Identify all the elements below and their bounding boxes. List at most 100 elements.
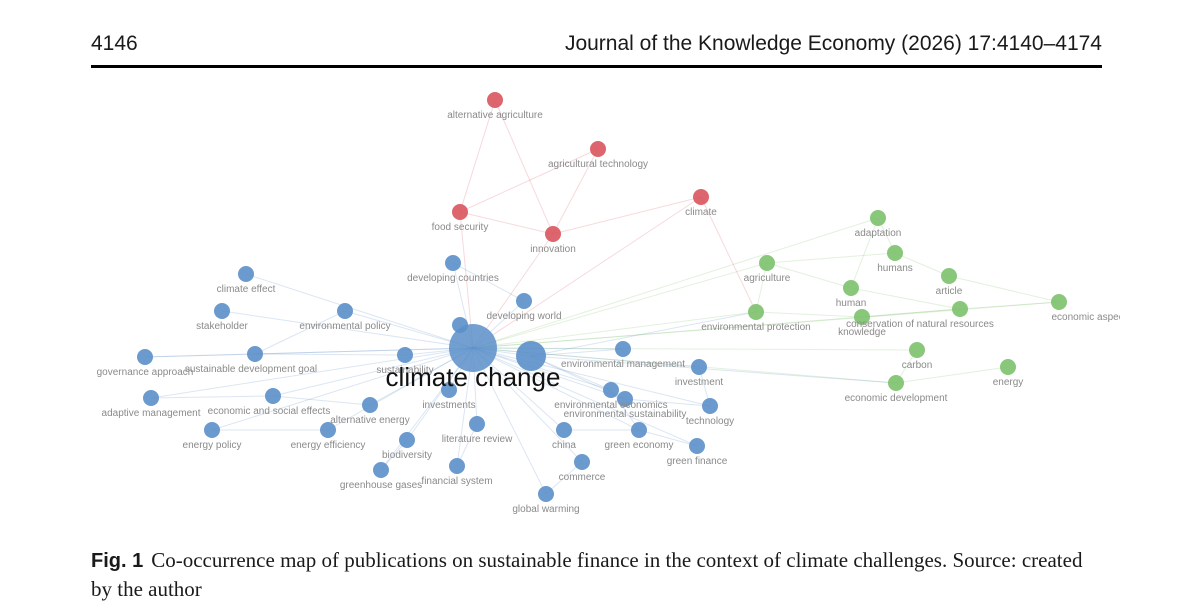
network-edge [452, 262, 525, 302]
network-edge [755, 262, 768, 313]
network-edge [850, 287, 961, 310]
node-label: energy efficiency [291, 440, 366, 451]
network-node [615, 341, 631, 357]
network-edge [472, 347, 700, 368]
node-label: commerce [559, 472, 606, 483]
node-label: economic and social effects [208, 406, 331, 417]
node-label: developing countries [407, 273, 499, 284]
network-edge [272, 395, 371, 406]
network-node [337, 303, 353, 319]
network-edge [472, 262, 768, 349]
network-edge [472, 347, 624, 350]
network-node [320, 422, 336, 438]
node-label: adaptive management [102, 408, 201, 419]
node-label: investments [422, 400, 475, 411]
node-label: environmental policy [299, 321, 390, 332]
network-edge [472, 347, 711, 407]
label-layer: alternative agriculture agricultural tech… [97, 110, 1120, 515]
node-label: sustainable development goal [185, 364, 317, 375]
network-node [397, 347, 413, 363]
network-node [870, 210, 886, 226]
node-label: humans [877, 263, 913, 274]
network-edge [472, 347, 547, 495]
node-label: governance approach [97, 367, 194, 378]
network-edge [459, 99, 496, 213]
network-node [449, 324, 497, 372]
network-node [441, 382, 457, 398]
network-edge [530, 311, 757, 357]
network-edge [766, 252, 896, 264]
network-node [888, 375, 904, 391]
figure-caption: Fig. 1 Co-occurrence map of publications … [91, 546, 1102, 603]
network-node [204, 422, 220, 438]
network-node [603, 382, 619, 398]
network-edge [459, 211, 554, 235]
node-label: alternative energy [330, 415, 410, 426]
node-label: sustainability [376, 365, 433, 376]
node-label: agricultural technology [548, 159, 648, 170]
network-edge [472, 347, 698, 447]
network-node [693, 189, 709, 205]
network-node [137, 349, 153, 365]
network-node [516, 293, 532, 309]
network-edge [530, 355, 897, 384]
network-edge [380, 347, 474, 471]
network-node [452, 317, 468, 333]
node-label: conservation of natural resources [846, 319, 994, 330]
network-node [748, 304, 764, 320]
network-edge [894, 252, 950, 277]
network-edge [959, 301, 1060, 310]
network-edge [755, 311, 863, 318]
network-node [1000, 359, 1016, 375]
network-node [887, 245, 903, 261]
network-node [247, 346, 263, 362]
network-edge [638, 429, 698, 447]
node-label: biodiversity [382, 450, 432, 461]
network-edge [254, 347, 474, 355]
network-edge [211, 347, 474, 431]
network-node [545, 226, 561, 242]
network-edge [272, 347, 474, 397]
network-node [689, 438, 705, 454]
network-edge [948, 275, 1060, 303]
network-edge [766, 262, 852, 289]
network-node [538, 486, 554, 502]
network-node [941, 268, 957, 284]
node-label: green finance [667, 456, 728, 467]
network-edge [472, 347, 583, 463]
network-edge [472, 347, 612, 391]
network-edge [150, 347, 474, 399]
network-edge [254, 310, 346, 355]
network-node [452, 204, 468, 220]
node-label: global warming [512, 504, 579, 515]
network-edge [624, 398, 711, 407]
node-label: carbon [902, 360, 933, 371]
network-edge [861, 308, 961, 318]
network-node [449, 458, 465, 474]
network-node [574, 454, 590, 470]
network-node [487, 92, 503, 108]
network-edge [144, 353, 256, 358]
node-label: environmental economics [554, 400, 667, 411]
network-node [214, 303, 230, 319]
node-label: green economy [605, 440, 674, 451]
node-label: article [936, 286, 963, 297]
node-label: human [836, 298, 867, 309]
network-edge [472, 347, 918, 351]
network-edge [245, 273, 474, 349]
network-edge [850, 217, 879, 289]
network-node [952, 301, 968, 317]
network-edge [472, 311, 757, 349]
network-node [556, 422, 572, 438]
network-edge [552, 196, 702, 235]
node-label: energy [993, 377, 1024, 388]
node-label: greenhouse gases [340, 480, 422, 491]
network-edge [552, 148, 599, 235]
network-node [445, 255, 461, 271]
network-node [469, 416, 485, 432]
node-label: china [552, 440, 576, 451]
node-label: economic aspect [1051, 312, 1120, 323]
network-edge [610, 389, 640, 431]
node-label: agriculture [744, 273, 791, 284]
page-header: 4146 Journal of the Knowledge Economy (2… [91, 26, 1102, 66]
